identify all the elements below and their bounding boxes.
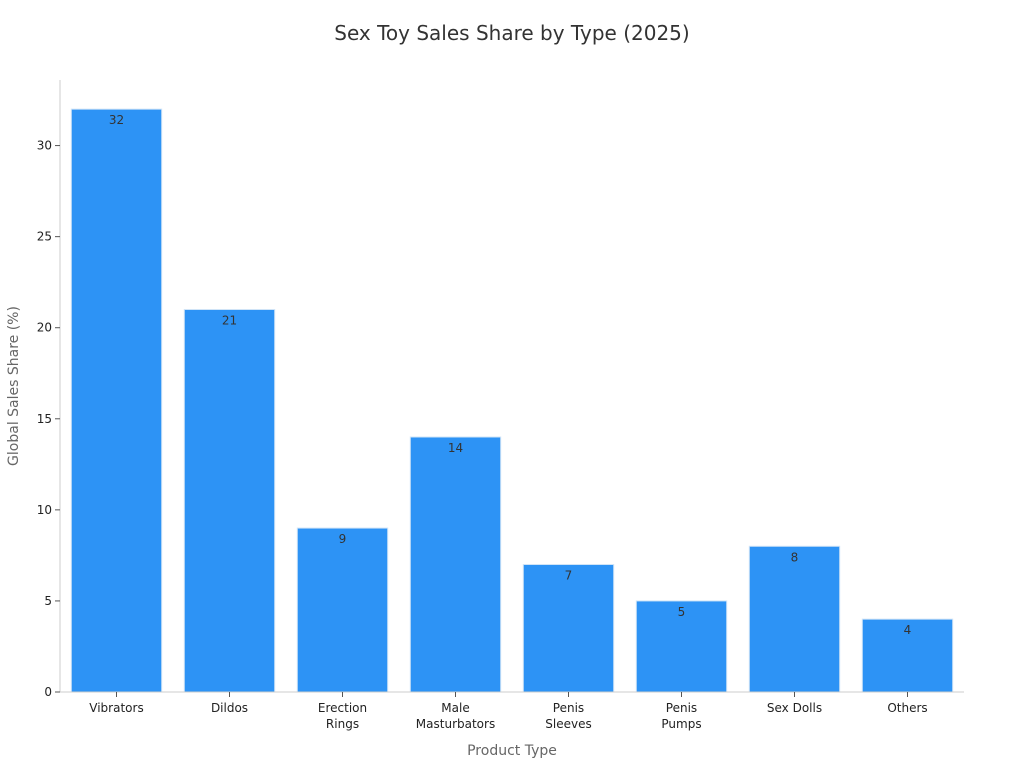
bars-group xyxy=(70,108,954,693)
y-tick-label: 15 xyxy=(37,412,52,426)
y-tick-label: 0 xyxy=(44,685,52,699)
x-tick-label: Others xyxy=(887,701,927,715)
bar xyxy=(635,600,728,693)
y-axis-ticks: 0 5 10 15 20 25 30 xyxy=(37,139,60,699)
x-tick-label: Penis Pumps xyxy=(661,701,701,731)
bar xyxy=(861,618,954,693)
y-tick-label: 20 xyxy=(37,321,52,335)
x-axis-label: Product Type xyxy=(467,743,557,759)
y-tick-label: 25 xyxy=(37,230,52,244)
x-tick-label: Erection Rings xyxy=(318,701,367,731)
bar xyxy=(409,436,502,693)
bar-value-label: 21 xyxy=(222,314,237,328)
x-tick-label: Sex Dolls xyxy=(767,701,822,715)
bar-value-label: 32 xyxy=(109,113,124,127)
x-tick-label: Dildos xyxy=(211,701,248,715)
x-tick-label: Vibrators xyxy=(89,701,143,715)
bar-value-label: 5 xyxy=(678,605,686,619)
bar xyxy=(183,309,276,693)
bar-value-label: 7 xyxy=(565,569,573,583)
bar xyxy=(296,527,389,693)
bar xyxy=(522,564,615,693)
y-tick-label: 30 xyxy=(37,139,52,153)
data-labels-group: 32 21 9 14 7 5 8 4 xyxy=(109,113,911,637)
y-axis-label: Global Sales Share (%) xyxy=(6,306,22,466)
chart-title: Sex Toy Sales Share by Type (2025) xyxy=(334,21,689,45)
bar xyxy=(748,545,841,693)
x-tick-label: Male Masturbators xyxy=(416,701,495,731)
y-tick-label: 10 xyxy=(37,503,52,517)
bar-value-label: 14 xyxy=(448,441,463,455)
bar-value-label: 9 xyxy=(339,532,347,546)
y-tick-label: 5 xyxy=(44,594,52,608)
bar-value-label: 4 xyxy=(904,623,912,637)
bar-value-label: 8 xyxy=(791,550,799,564)
bar xyxy=(70,108,163,693)
x-axis-ticks: Vibrators Dildos Erection Rings Male Masturba… xyxy=(89,692,928,731)
x-tick-label: Penis Sleeves xyxy=(545,701,591,731)
